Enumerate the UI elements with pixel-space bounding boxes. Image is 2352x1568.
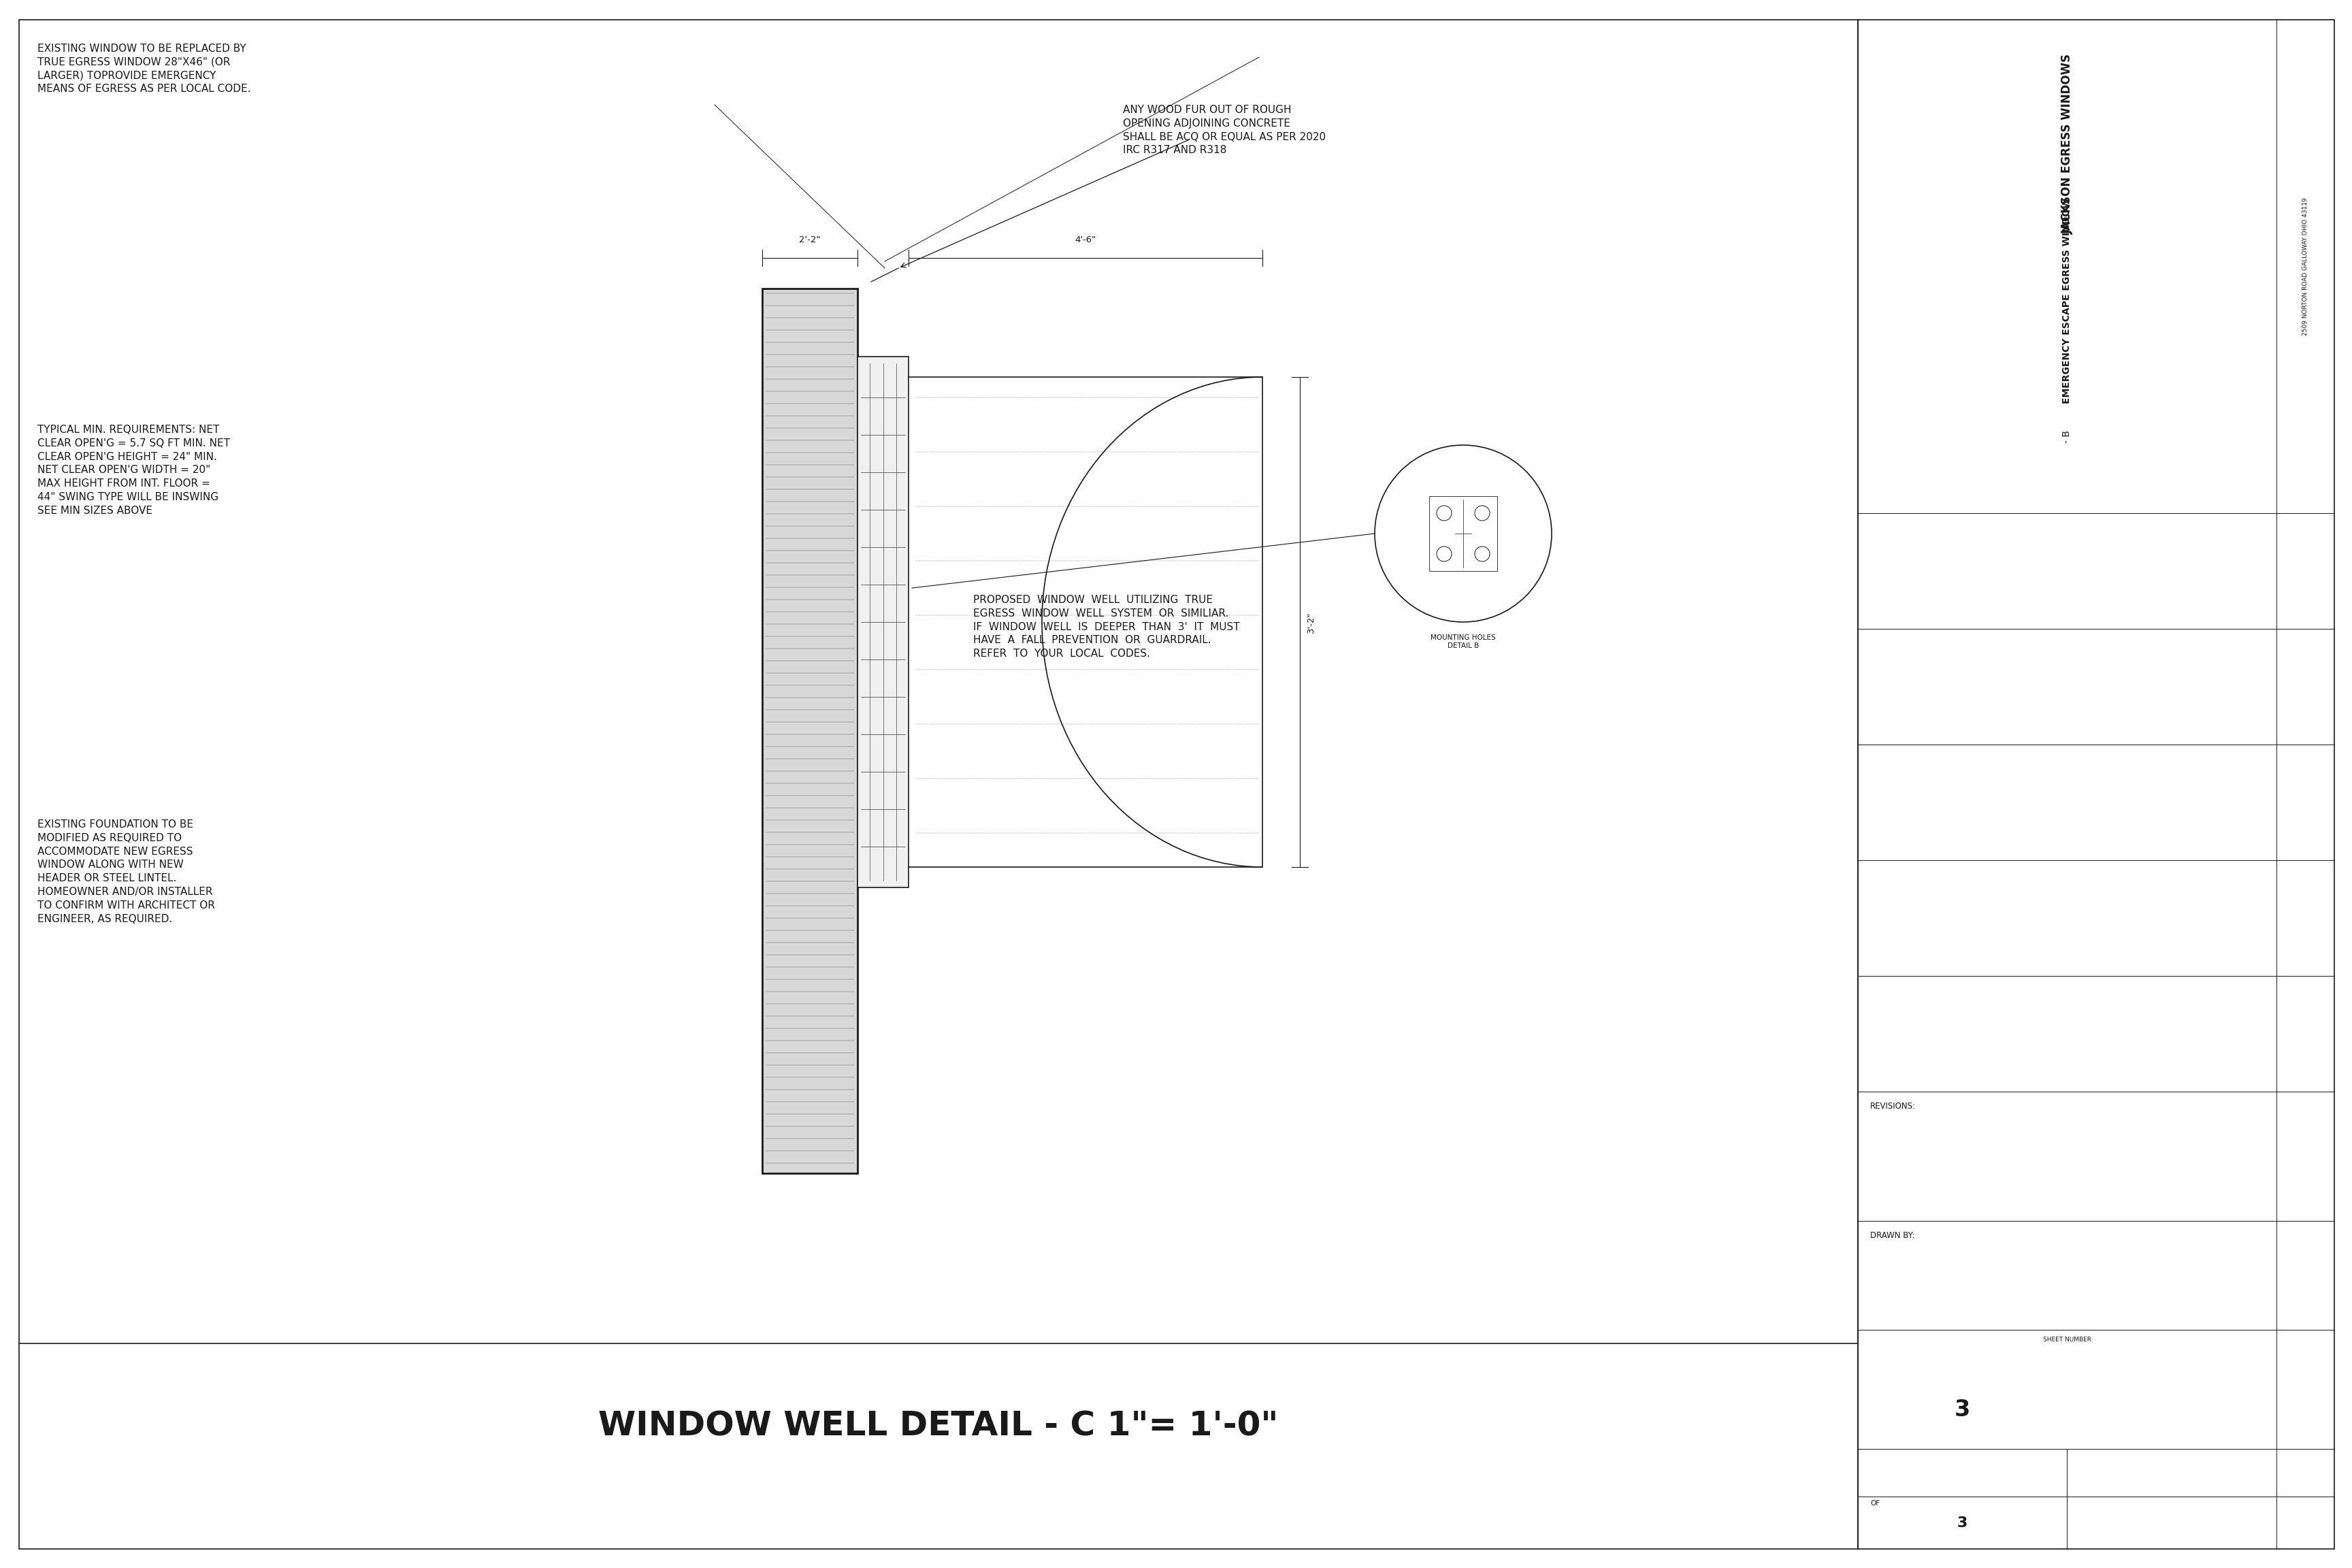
Text: EXISTING FOUNDATION TO BE
MODIFIED AS REQUIRED TO
ACCOMMODATE NEW EGRESS
WINDOW : EXISTING FOUNDATION TO BE MODIFIED AS RE… [38,820,214,924]
Text: JACKSON EGRESS WINDOWS: JACKSON EGRESS WINDOWS [2060,53,2074,234]
Text: ANY WOOD FUR OUT OF ROUGH
OPENING ADJOINING CONCRETE
SHALL BE ACQ OR EQUAL AS PE: ANY WOOD FUR OUT OF ROUGH OPENING ADJOIN… [1122,105,1327,155]
Text: 4'-6": 4'-6" [1075,235,1096,245]
Text: 3: 3 [1955,1399,1971,1421]
Bar [1858,20,2333,1549]
Text: SHEET NUMBER: SHEET NUMBER [2044,1336,2091,1342]
Bar [1430,495,1498,571]
Text: REVISIONS:: REVISIONS: [1870,1102,1917,1110]
Text: MOUNTING HOLES
DETAIL B: MOUNTING HOLES DETAIL B [1430,635,1496,649]
Text: OF: OF [1870,1501,1879,1507]
Text: 3: 3 [1957,1516,1969,1529]
Text: TYPICAL MIN. REQUIREMENTS: NET
CLEAR OPEN'G = 5.7 SQ FT MIN. NET
CLEAR OPEN'G HE: TYPICAL MIN. REQUIREMENTS: NET CLEAR OPE… [38,425,230,516]
Text: EXISTING WINDOW TO BE REPLACED BY
TRUE EGRESS WINDOW 28"X46" (OR
LARGER) TOPROVI: EXISTING WINDOW TO BE REPLACED BY TRUE E… [38,44,252,94]
Text: DRAWN BY:: DRAWN BY: [1870,1231,1915,1240]
Bar [858,356,908,887]
Text: 2509 NORTON ROAD GALLOWAY OHIO 43119: 2509 NORTON ROAD GALLOWAY OHIO 43119 [2303,198,2307,336]
Text: WINDOW WELL DETAIL - C 1"= 1'-0": WINDOW WELL DETAIL - C 1"= 1'-0" [597,1410,1279,1443]
Text: - B: - B [2063,430,2072,444]
Text: PROPOSED  WINDOW  WELL  UTILIZING  TRUE
EGRESS  WINDOW  WELL  SYSTEM  OR  SIMILI: PROPOSED WINDOW WELL UTILIZING TRUE EGRE… [974,594,1240,659]
Text: 3'-2": 3'-2" [1308,612,1315,633]
Text: EMERGENCY ESCAPE EGRESS WINDOW: EMERGENCY ESCAPE EGRESS WINDOW [2063,198,2072,403]
Bar [19,20,1858,1549]
Text: 2'-2": 2'-2" [800,235,821,245]
Bar [762,289,858,1173]
